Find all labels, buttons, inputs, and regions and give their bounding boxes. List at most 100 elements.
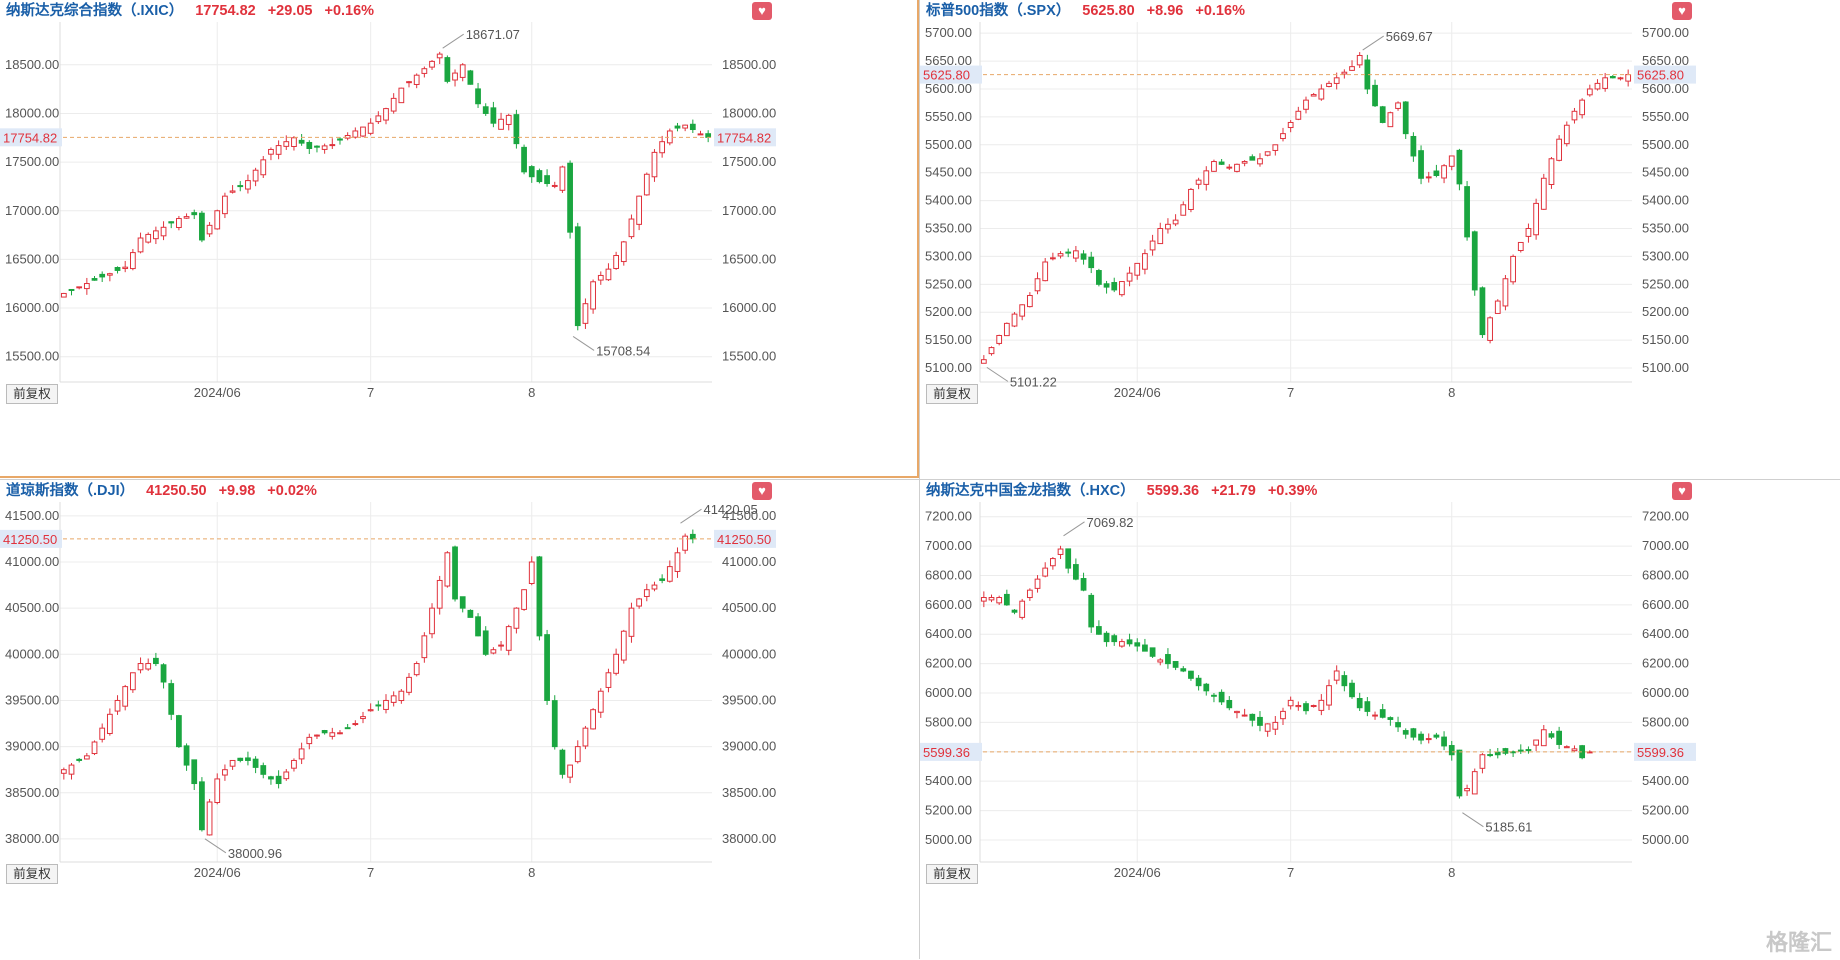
candle-body: [1264, 151, 1271, 156]
candle-body: [214, 210, 221, 230]
chart-panel-1[interactable]: 15500.00 15500.00 16000.00 16000.00 16500.00…: [0, 0, 920, 480]
index-price: 41250.50: [146, 483, 207, 499]
chart-panel-2[interactable]: 5100.00 5100.00 5150.00 5150.00 5200.00 5200.…: [920, 0, 1840, 480]
y-tick-label-right: 5700.00: [1642, 25, 1689, 40]
price-adjust-button[interactable]: 前复权: [6, 864, 58, 884]
candle-body: [628, 607, 635, 637]
y-tick-label-left: 5550.00: [925, 109, 972, 124]
candle-body: [697, 133, 704, 136]
y-tick-label-right: 5150.00: [1642, 332, 1689, 347]
candle-body: [444, 552, 451, 587]
candle-body: [1326, 82, 1332, 87]
chart-header: 纳斯达克中国金龙指数（.HXC） 5599.36 +21.79 +0.39%: [926, 482, 1317, 500]
y-tick-label-left: 41000.00: [5, 554, 59, 569]
candle-body: [1602, 77, 1609, 89]
candle-body: [1502, 748, 1509, 754]
index-name: 标普500指数（.SPX）: [926, 3, 1071, 19]
candlestick-chart[interactable]: 5000.00 5000.00 5200.00 5200.00 5400.00 5400.…: [920, 480, 1840, 960]
y-tick-label-left: 6000.00: [925, 685, 972, 700]
candle-body: [620, 241, 627, 263]
index-change-percent: +0.16%: [324, 3, 375, 19]
y-tick-label-right: 41000.00: [722, 554, 776, 569]
candle-body: [168, 221, 175, 224]
candle-body: [298, 139, 305, 144]
candle-body: [1318, 88, 1325, 100]
candle-body: [1249, 156, 1256, 161]
candle-body: [1379, 106, 1386, 123]
y-tick-label-right: 15500.00: [722, 349, 776, 364]
candle-body: [475, 88, 481, 105]
favorite-heart-icon[interactable]: ♥: [1672, 2, 1692, 20]
candle-body: [1456, 749, 1463, 797]
y-tick-label-right: 7000.00: [1642, 538, 1689, 553]
candle-body: [1326, 685, 1332, 706]
price-adjust-button[interactable]: 前复权: [6, 384, 58, 404]
candle-body: [1142, 253, 1148, 270]
candle-body: [1049, 558, 1056, 567]
price-adjust-button[interactable]: 前复权: [926, 864, 978, 884]
candle-body: [91, 278, 98, 281]
candlestick-chart[interactable]: 15500.00 15500.00 16000.00 16000.00 16500.00…: [0, 0, 920, 480]
candle-body: [1057, 253, 1064, 257]
grid: [59, 502, 712, 863]
candle-body: [1003, 322, 1010, 337]
chart-panel-3[interactable]: 38000.00 38000.00 38500.00 38500.00 39000.00…: [0, 480, 920, 960]
candle-body: [160, 226, 167, 237]
y-tick-label-right: 6400.00: [1642, 626, 1689, 641]
candle-body: [398, 690, 405, 702]
candle-body: [76, 758, 83, 761]
candle-body: [996, 334, 1003, 344]
candle-body: [1103, 283, 1110, 288]
y-tick-label-left: 6600.00: [925, 597, 972, 612]
candle-body: [597, 274, 604, 281]
candle-body: [137, 237, 144, 253]
y-tick-label-left: 7000.00: [925, 538, 972, 553]
x-tick-label: 2024/06: [194, 385, 241, 400]
x-tick-label: 8: [528, 385, 535, 400]
candle-body: [674, 552, 681, 572]
y-tick-label-left: 5100.00: [925, 360, 972, 375]
index-price: 5625.80: [1082, 3, 1135, 19]
candlestick-chart[interactable]: 5100.00 5100.00 5150.00 5150.00 5200.00 5200.…: [920, 0, 1840, 480]
candle-body: [988, 347, 995, 355]
y-tick-label-left: 16000.00: [5, 300, 59, 315]
candle-body: [636, 195, 643, 225]
y-tick-label-right: 18000.00: [722, 105, 776, 120]
candlestick-chart[interactable]: 38000.00 38000.00 38500.00 38500.00 39000.00…: [0, 480, 920, 960]
candle-body: [436, 53, 443, 59]
y-tick-label-left: 41500.00: [5, 508, 59, 523]
candle-body: [1088, 256, 1095, 269]
favorite-heart-icon[interactable]: ♥: [752, 2, 772, 20]
candle-body: [153, 657, 159, 665]
candle-body: [1402, 101, 1409, 135]
candle-body: [1218, 691, 1225, 703]
candle-body: [1402, 730, 1409, 735]
candle-body: [613, 255, 619, 269]
candle-body: [613, 653, 619, 674]
candle-body: [222, 195, 228, 215]
candle-body: [628, 218, 635, 238]
candle-body: [206, 801, 213, 836]
y-tick-label-right: 6200.00: [1642, 656, 1689, 671]
price-adjust-button[interactable]: 前复权: [926, 384, 978, 404]
y-tick-label-right: 5100.00: [1642, 360, 1689, 375]
y-tick-label-left: 5600.00: [925, 81, 972, 96]
candle-body: [344, 727, 351, 730]
candle-body: [1134, 262, 1141, 276]
current-price-tag-left: 5599.36: [923, 745, 970, 760]
candle-body: [1333, 670, 1340, 681]
candle-body: [176, 218, 182, 228]
candle-body: [421, 635, 428, 659]
candle-body: [91, 741, 98, 755]
chart-panel-4[interactable]: 5000.00 5000.00 5200.00 5200.00 5400.00 5400.…: [920, 480, 1840, 960]
y-tick-label-left: 5450.00: [925, 165, 972, 180]
y-tick-label-right: 5200.00: [1642, 803, 1689, 818]
candle-body: [1165, 654, 1171, 665]
candle-body: [252, 758, 259, 768]
favorite-heart-icon[interactable]: ♥: [752, 482, 772, 500]
favorite-heart-icon[interactable]: ♥: [1672, 482, 1692, 500]
candle-body: [260, 159, 267, 176]
candle-body: [321, 730, 328, 734]
candle-body: [605, 268, 612, 281]
candle-body: [1096, 270, 1102, 285]
